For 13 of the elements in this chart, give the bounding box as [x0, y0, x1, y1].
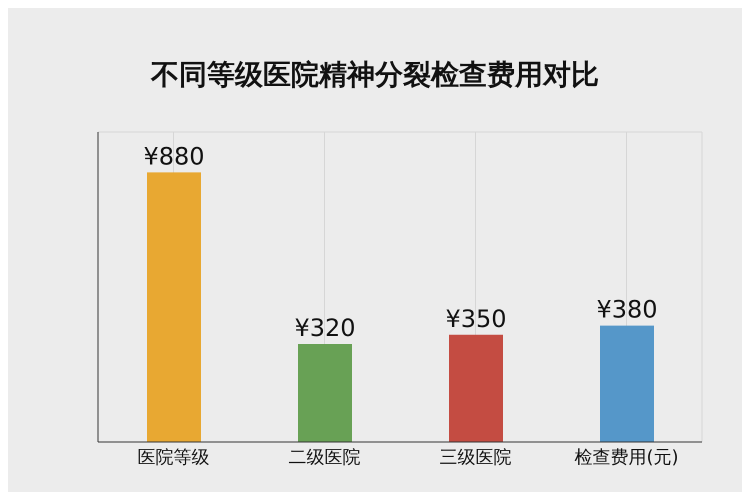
bar: [600, 326, 654, 442]
x-tick-label: 医院等级: [138, 446, 210, 468]
x-tick-label: 检查费用(元): [574, 446, 679, 468]
chart-title: 不同等级医院精神分裂检查费用对比: [150, 57, 600, 91]
data-label: ¥380: [596, 296, 658, 324]
data-label: ¥880: [143, 142, 205, 170]
bar: [298, 344, 352, 442]
x-tick-label: 三级医院: [440, 446, 512, 468]
data-label: ¥320: [294, 314, 356, 342]
bar: [449, 334, 503, 442]
data-label: ¥350: [445, 304, 507, 333]
x-tick-label: 二级医院: [288, 446, 360, 468]
bar: [147, 172, 201, 442]
